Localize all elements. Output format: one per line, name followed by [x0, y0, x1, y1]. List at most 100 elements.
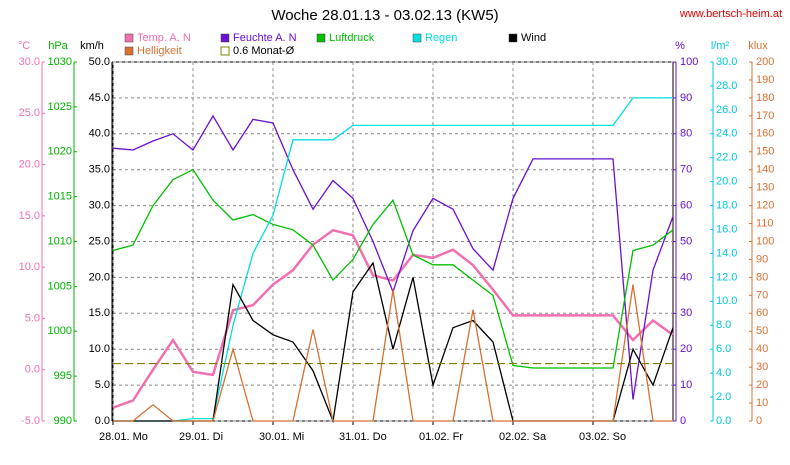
tick-label: 995: [54, 370, 72, 382]
tick-label: 150: [756, 146, 774, 158]
tick-label: 20: [756, 379, 768, 391]
chart-title: Woche 28.01.13 - 03.02.13 (KW5): [271, 7, 498, 24]
tick-label: 90: [756, 253, 768, 265]
x-tick-label: 31.01. Do: [339, 431, 387, 443]
legend-swatch: [220, 46, 230, 56]
tick-label: 40: [756, 343, 768, 355]
legend-label: Feuchte A. N: [233, 32, 297, 44]
tick-label: 25.0: [89, 235, 110, 247]
x-tick-label: 01.02. Fr: [419, 431, 463, 443]
tick-label: 70: [756, 289, 768, 301]
tick-label: 15.0: [89, 307, 110, 319]
legend-swatch: [124, 46, 134, 56]
x-tick-label: 02.02. Sa: [499, 431, 547, 443]
tick-label: 0.0: [25, 364, 40, 376]
tick-label: 35.0: [89, 164, 110, 176]
tick-label: 100: [680, 56, 698, 68]
series-line: [113, 97, 673, 422]
tick-label: 1025: [48, 101, 72, 113]
tick-label: -5.0: [21, 415, 40, 427]
tick-label: 80: [680, 128, 692, 140]
legend-swatch: [412, 33, 422, 43]
tick-label: 1010: [48, 235, 72, 247]
legend-label: 0.6 Monat-Ø: [233, 45, 295, 57]
tick-label: 0.0: [95, 415, 110, 427]
tick-label: 28.0: [716, 80, 737, 92]
tick-label: 6.0: [716, 343, 731, 355]
tick-label: 90: [680, 92, 692, 104]
legend-swatch: [124, 33, 134, 43]
tick-label: 10: [756, 397, 768, 409]
tick-label: 180: [756, 92, 774, 104]
legend-label: Wind: [521, 32, 546, 44]
tick-label: 8.0: [716, 319, 731, 331]
tick-label: 50.0: [89, 56, 110, 68]
legend-label: Helligkeit: [137, 45, 182, 57]
tick-label: 1015: [48, 191, 72, 203]
legend-label: Luftdruck: [329, 32, 375, 44]
tick-label: 170: [756, 110, 774, 122]
tick-label: 0: [756, 415, 762, 427]
axis-unit: km/h: [80, 40, 104, 52]
tick-label: 45.0: [89, 92, 110, 104]
tick-label: 160: [756, 128, 774, 140]
tick-label: 18.0: [716, 200, 737, 212]
tick-label: 24.0: [716, 128, 737, 140]
tick-label: 10.0: [19, 261, 40, 273]
tick-label: 25.0: [19, 107, 40, 119]
legend-swatch: [316, 33, 326, 43]
tick-label: 0: [680, 415, 686, 427]
legend-swatch: [220, 33, 230, 43]
tick-label: 200: [756, 56, 774, 68]
tick-label: 30.0: [89, 200, 110, 212]
tick-label: 60: [756, 307, 768, 319]
tick-label: 10: [680, 379, 692, 391]
tick-label: 30: [680, 307, 692, 319]
series-line: [112, 228, 674, 409]
tick-label: 20.0: [89, 271, 110, 283]
tick-label: 30: [756, 361, 768, 373]
tick-label: 80: [756, 271, 768, 283]
tick-label: 140: [756, 164, 774, 176]
tick-label: 20.0: [19, 158, 40, 170]
axis-unit: %: [675, 40, 685, 52]
tick-label: 50: [680, 235, 692, 247]
tick-label: 990: [54, 415, 72, 427]
tick-label: 100: [756, 235, 774, 247]
legend-label: Regen: [425, 32, 457, 44]
tick-label: 4.0: [716, 367, 731, 379]
tick-label: 10.0: [89, 343, 110, 355]
tick-label: 120: [756, 200, 774, 212]
tick-label: 2.0: [716, 391, 731, 403]
source: www.bertsch-heim.at: [679, 8, 782, 20]
tick-label: 40: [680, 271, 692, 283]
x-tick-label: 28.01. Mo: [99, 431, 148, 443]
tick-label: 40.0: [89, 128, 110, 140]
tick-label: 30.0: [19, 56, 40, 68]
x-tick-label: 29.01. Di: [179, 431, 223, 443]
tick-label: 1005: [48, 280, 72, 292]
tick-label: 30.0: [716, 56, 737, 68]
tick-label: 12.0: [716, 271, 737, 283]
tick-label: 70: [680, 164, 692, 176]
tick-label: 130: [756, 182, 774, 194]
tick-label: 0.0: [716, 415, 731, 427]
tick-label: 16.0: [716, 223, 737, 235]
tick-label: 190: [756, 74, 774, 86]
x-tick-label: 30.01. Mi: [259, 431, 304, 443]
tick-label: 14.0: [716, 247, 737, 259]
tick-label: 20.0: [716, 176, 737, 188]
tick-label: 22.0: [716, 152, 737, 164]
tick-label: 110: [756, 217, 774, 229]
tick-label: 60: [680, 200, 692, 212]
tick-label: 1030: [48, 56, 72, 68]
tick-label: 5.0: [25, 312, 40, 324]
tick-label: 20: [680, 343, 692, 355]
legend-label: Temp. A. N: [137, 32, 191, 44]
tick-label: 1020: [48, 146, 72, 158]
axis-unit: hPa: [48, 40, 68, 52]
tick-label: 5.0: [95, 379, 110, 391]
legend-swatch: [508, 33, 518, 43]
